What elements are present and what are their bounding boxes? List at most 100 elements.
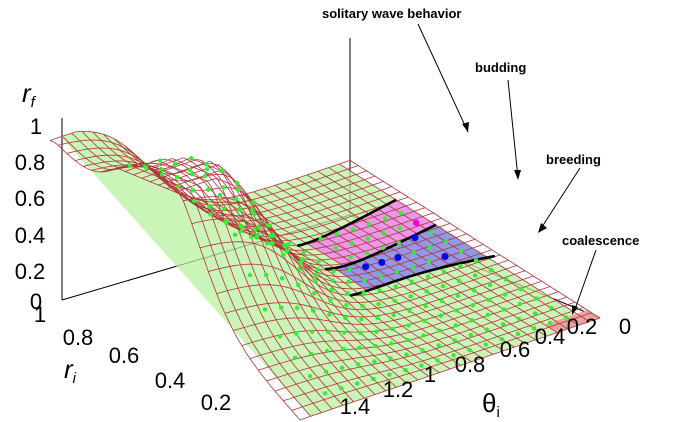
data-marker [349, 255, 353, 259]
data-marker [314, 273, 318, 277]
data-marker [221, 185, 225, 189]
data-marker [439, 314, 443, 318]
data-marker [205, 167, 209, 171]
data-marker [237, 208, 241, 212]
data-marker [334, 246, 338, 250]
ri-tick-label: 0.4 [155, 368, 186, 393]
data-marker [420, 348, 424, 352]
data-marker [366, 236, 370, 240]
data-marker [519, 287, 523, 291]
data-marker [263, 307, 267, 311]
data-marker [436, 343, 440, 347]
label-breeding: breeding [546, 152, 601, 167]
data-marker [326, 330, 330, 334]
data-marker [252, 212, 256, 216]
data-marker [238, 224, 242, 228]
data-marker [397, 241, 401, 245]
data-marker [284, 249, 288, 253]
data-marker [340, 366, 344, 370]
theta-tick-label: 1 [424, 362, 436, 387]
data-marker [392, 299, 396, 303]
z-axis-ticks: 1 0.8 0.6 0.4 0.2 0 [15, 114, 46, 314]
data-marker [456, 294, 460, 298]
data-marker [517, 317, 521, 321]
data-marker [323, 391, 327, 395]
data-marker [488, 283, 492, 287]
data-marker [345, 291, 349, 295]
data-marker [350, 241, 354, 245]
arrow-breeding [540, 168, 580, 230]
data-marker [331, 269, 335, 273]
data-marker [398, 226, 402, 230]
label-coalescence: coalescence [562, 233, 639, 248]
data-marker [472, 288, 476, 292]
data-marker [315, 267, 319, 271]
data-marker [486, 313, 490, 317]
data-marker [373, 344, 377, 348]
data-marker [296, 283, 300, 287]
data-marker [391, 313, 395, 317]
data-marker [190, 172, 194, 176]
data-marker [297, 267, 301, 271]
data-marker [413, 220, 419, 226]
data-marker [268, 234, 272, 238]
data-marker [405, 338, 409, 342]
data-marker [280, 276, 284, 280]
data-marker [236, 188, 240, 192]
data-marker [341, 347, 345, 351]
data-marker [343, 316, 347, 320]
data-marker [248, 273, 252, 277]
data-marker [442, 253, 449, 260]
data-marker [504, 277, 508, 281]
data-marker [403, 368, 407, 372]
data-marker [335, 232, 339, 236]
data-marker [313, 279, 317, 283]
data-marker [310, 330, 314, 334]
data-marker [298, 260, 302, 264]
label-budding: budding [475, 60, 526, 75]
data-marker [376, 302, 380, 306]
data-marker [203, 174, 207, 178]
ri-tick-label: 0.6 [109, 343, 140, 368]
data-marker [344, 303, 348, 307]
data-marker [424, 304, 428, 308]
data-marker [265, 241, 269, 245]
data-marker [516, 332, 520, 336]
data-marker [409, 294, 413, 298]
data-marker [484, 342, 488, 346]
data-marker [501, 322, 505, 326]
data-marker [378, 259, 385, 266]
data-marker [404, 352, 408, 356]
data-marker [330, 278, 334, 282]
data-marker [128, 163, 132, 167]
data-marker [312, 291, 316, 295]
data-marker [441, 284, 445, 288]
data-marker [189, 156, 193, 160]
data-marker [395, 270, 399, 274]
data-marker [251, 200, 255, 204]
data-marker [358, 331, 362, 335]
data-marker [534, 296, 538, 300]
data-marker [204, 162, 208, 166]
arrow-head-breeding [538, 223, 547, 233]
data-marker [469, 333, 473, 337]
data-marker [399, 211, 403, 215]
data-marker [360, 304, 364, 308]
data-marker [455, 308, 459, 312]
data-marker [159, 167, 163, 171]
z-tick-label: 0.2 [15, 259, 46, 284]
data-marker [281, 253, 285, 257]
data-marker [412, 234, 419, 241]
arrow-coalescence [574, 250, 596, 312]
data-marker [208, 212, 212, 216]
data-marker [282, 243, 286, 247]
data-marker [222, 206, 226, 210]
data-marker [347, 268, 351, 272]
data-marker [374, 330, 378, 334]
data-marker [518, 302, 522, 306]
data-marker [407, 309, 411, 313]
data-marker [421, 333, 425, 337]
data-marker [206, 188, 210, 192]
data-marker [294, 331, 298, 335]
data-marker [293, 356, 297, 360]
